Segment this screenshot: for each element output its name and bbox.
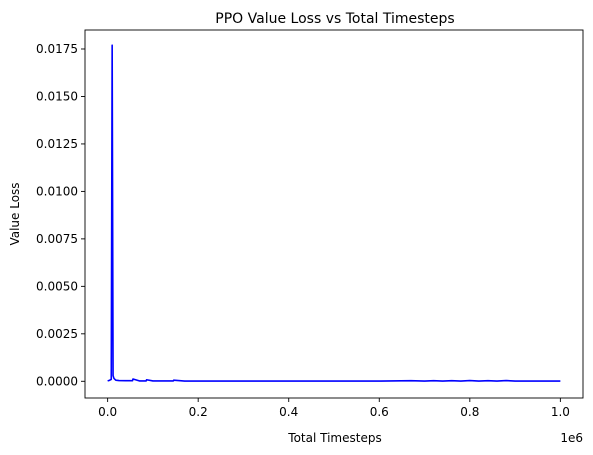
y-tick-label: 0.0125 [36, 137, 78, 151]
x-tick-label: 0.4 [279, 405, 298, 419]
y-tick-label: 0.0075 [36, 232, 78, 246]
x-axis-ticks: 0.0 0.2 0.4 0.6 0.8 1.0 [98, 398, 570, 419]
x-axis-offset-label: 1e6 [560, 431, 583, 445]
chart-title: PPO Value Loss vs Total Timesteps [215, 11, 454, 27]
y-tick-label: 0.0150 [36, 89, 78, 103]
x-tick-label: 0.6 [370, 405, 389, 419]
plot-area [85, 30, 583, 398]
x-tick-label: 0.8 [460, 405, 479, 419]
y-tick-label: 0.0175 [36, 42, 78, 56]
y-axis-ticks: 0.0000 0.0025 0.0050 0.0075 0.0100 0.0125 0.01… [36, 42, 85, 388]
x-tick-label: 0.2 [189, 405, 208, 419]
y-tick-label: 0.0100 [36, 184, 78, 198]
x-axis-label: Total Timesteps [287, 431, 381, 445]
value-loss-series-line [107, 44, 561, 382]
y-tick-label: 0.0025 [36, 327, 78, 341]
x-tick-label: 0.0 [98, 405, 117, 419]
y-axis-label: Value Loss [8, 182, 22, 245]
plot-frame [84, 29, 584, 399]
y-tick-label: 0.0000 [36, 374, 78, 388]
y-tick-label: 0.0050 [36, 279, 78, 293]
x-tick-label: 1.0 [551, 405, 570, 419]
